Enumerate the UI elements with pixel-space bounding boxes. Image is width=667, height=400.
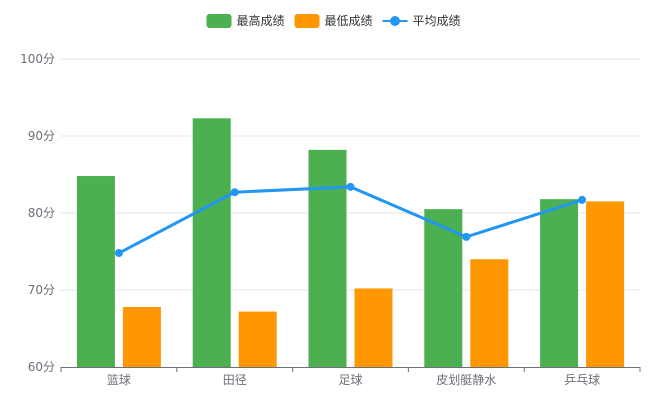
y-tick-suffix: 分 — [43, 52, 55, 66]
x-tick-label: 篮球 — [107, 372, 131, 387]
y-tick-suffix: 分 — [43, 206, 55, 220]
legend-item-1: 最低成绩 — [294, 14, 373, 28]
y-tick-suffix: 分 — [43, 129, 55, 143]
bar-max-1 — [192, 118, 231, 367]
legend-swatch-0 — [206, 14, 232, 28]
y-tick-value: 80 — [28, 206, 43, 220]
y-tick-suffix: 分 — [43, 360, 55, 374]
average-point-4 — [578, 195, 587, 204]
bar-min-4 — [586, 201, 625, 367]
average-point-1 — [230, 188, 239, 197]
bar-max-3 — [424, 209, 463, 367]
y-tick-value: 70 — [28, 283, 43, 297]
x-tick-label: 田径 — [223, 373, 247, 387]
bar-min-1 — [238, 311, 277, 367]
legend-label-1: 最低成绩 — [325, 14, 373, 28]
x-tick-label: 足球 — [338, 373, 362, 387]
legend-item-0: 最高成绩 — [206, 13, 285, 28]
average-point-3 — [462, 232, 471, 241]
average-point-0 — [114, 249, 123, 258]
line-series — [114, 182, 587, 258]
bar-min-3 — [470, 259, 509, 367]
y-tick-suffix: 分 — [43, 283, 55, 297]
bar-min-0 — [122, 306, 161, 367]
legend-item-2: 平均成绩 — [382, 14, 461, 28]
legend-marker-2 — [390, 16, 400, 26]
bar-min-2 — [354, 288, 393, 367]
y-tick-label: 90分 — [28, 129, 55, 143]
bar-series — [76, 118, 625, 367]
average-line — [118, 185, 583, 255]
y-tick-value: 100 — [20, 52, 43, 66]
y-tick-label: 100分 — [20, 52, 55, 66]
y-tick-label: 60分 — [28, 360, 55, 374]
legend-swatch-1 — [294, 14, 320, 28]
y-tick-value: 60 — [28, 360, 43, 374]
chart-legend: 最高成绩 最低成绩 平均成绩 — [206, 13, 461, 28]
y-tick-label: 70分 — [28, 283, 55, 297]
bar-max-0 — [76, 176, 115, 367]
legend-label-0: 最高成绩 — [237, 13, 285, 28]
x-tick-label: 乒乓球 — [564, 373, 600, 387]
y-tick-label: 80分 — [28, 206, 55, 220]
bar-max-2 — [308, 149, 347, 367]
average-point-2 — [346, 182, 355, 191]
x-axis: 篮球 田径 足球 皮划艇静水 乒乓球 — [60, 367, 641, 387]
x-tick-label: 皮划艇静水 — [436, 373, 496, 387]
y-tick-value: 90 — [28, 129, 43, 143]
bar-max-4 — [540, 199, 579, 367]
legend-label-2: 平均成绩 — [413, 14, 461, 28]
